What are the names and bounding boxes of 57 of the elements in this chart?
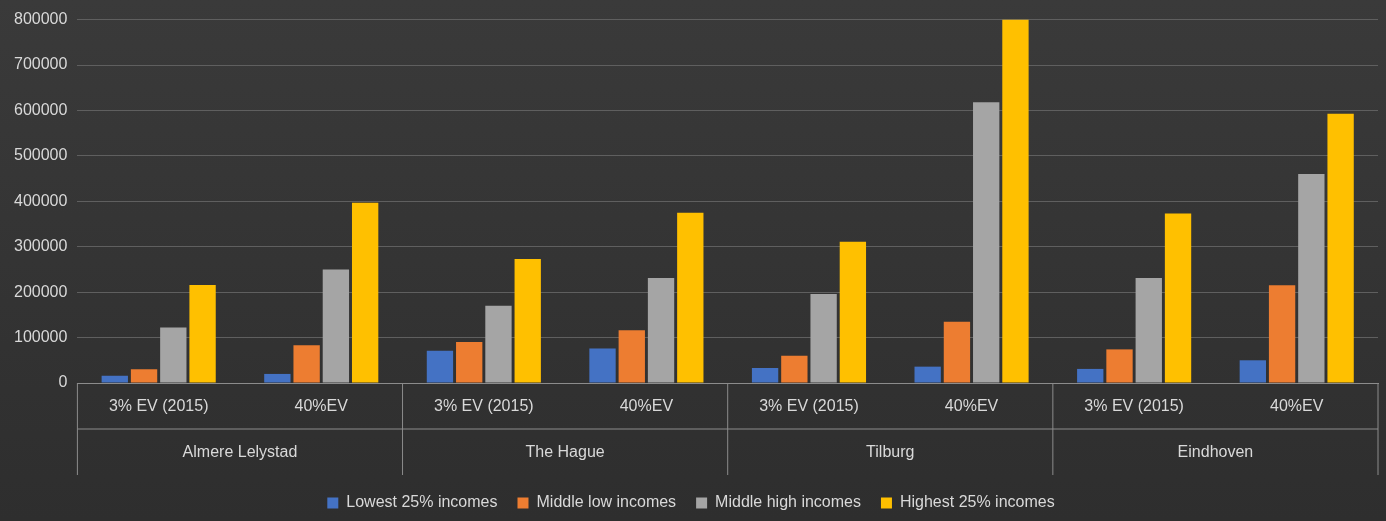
x-tick-label: 3% EV (2015) <box>759 397 859 415</box>
bar <box>618 330 645 383</box>
x-tick-label: 40%EV <box>294 397 349 415</box>
bar <box>1239 360 1266 383</box>
bar <box>781 355 808 383</box>
bar <box>130 369 158 383</box>
bar <box>1002 19 1029 383</box>
bar <box>1077 368 1104 383</box>
y-tick-label: 200000 <box>14 282 68 300</box>
bar <box>1135 278 1162 383</box>
bar <box>351 202 379 383</box>
text: Tilburg <box>866 443 915 461</box>
bar <box>1298 174 1325 383</box>
y-tick-label: 400000 <box>14 191 68 209</box>
y-tick-label: 100000 <box>14 327 68 345</box>
y-tick-label: 800000 <box>14 10 68 28</box>
text: Eindhoven <box>1177 443 1254 461</box>
bar <box>293 345 320 383</box>
bar <box>101 375 128 383</box>
x-tick-label: 3% EV (2015) <box>434 397 534 415</box>
legend-label: Lowest 25% incomes <box>346 493 498 511</box>
legend-label: Middle low incomes <box>536 493 677 511</box>
text: The Hague <box>525 443 605 461</box>
bar <box>677 212 704 383</box>
legend-label: Highest 25% incomes <box>899 493 1055 511</box>
bar <box>160 327 187 383</box>
x-tick-label: 3% EV (2015) <box>108 397 209 415</box>
bar <box>751 368 779 383</box>
bar <box>943 321 971 383</box>
bar <box>1268 285 1296 383</box>
legend-label: Middle high incomes <box>715 493 861 511</box>
y-tick-label: 0 <box>58 373 68 391</box>
bar <box>322 269 350 383</box>
x-tick-label: 3% EV (2015) <box>1084 397 1184 415</box>
bar <box>426 350 454 383</box>
bar <box>914 366 941 383</box>
bar <box>1164 213 1192 383</box>
bar <box>589 348 616 383</box>
bar <box>189 284 216 383</box>
y-tick-label: 500000 <box>14 146 68 164</box>
bar <box>1106 349 1133 383</box>
bar <box>810 293 837 383</box>
y-tick-label: 600000 <box>14 100 68 118</box>
bar <box>647 278 675 383</box>
y-tick-label: 300000 <box>14 237 68 255</box>
bar <box>264 373 291 383</box>
bar <box>485 305 512 383</box>
x-tick-label: 40%EV <box>619 397 674 415</box>
y-tick-label: 700000 <box>14 55 68 73</box>
bar <box>456 342 483 383</box>
x-tick-label: 40%EV <box>944 397 999 415</box>
text: Almere Lelystad <box>182 443 298 461</box>
bar <box>1327 113 1354 383</box>
bar <box>839 241 867 383</box>
x-tick-label: 40%EV <box>1270 397 1324 415</box>
bar <box>973 102 1000 383</box>
bar <box>514 258 541 383</box>
